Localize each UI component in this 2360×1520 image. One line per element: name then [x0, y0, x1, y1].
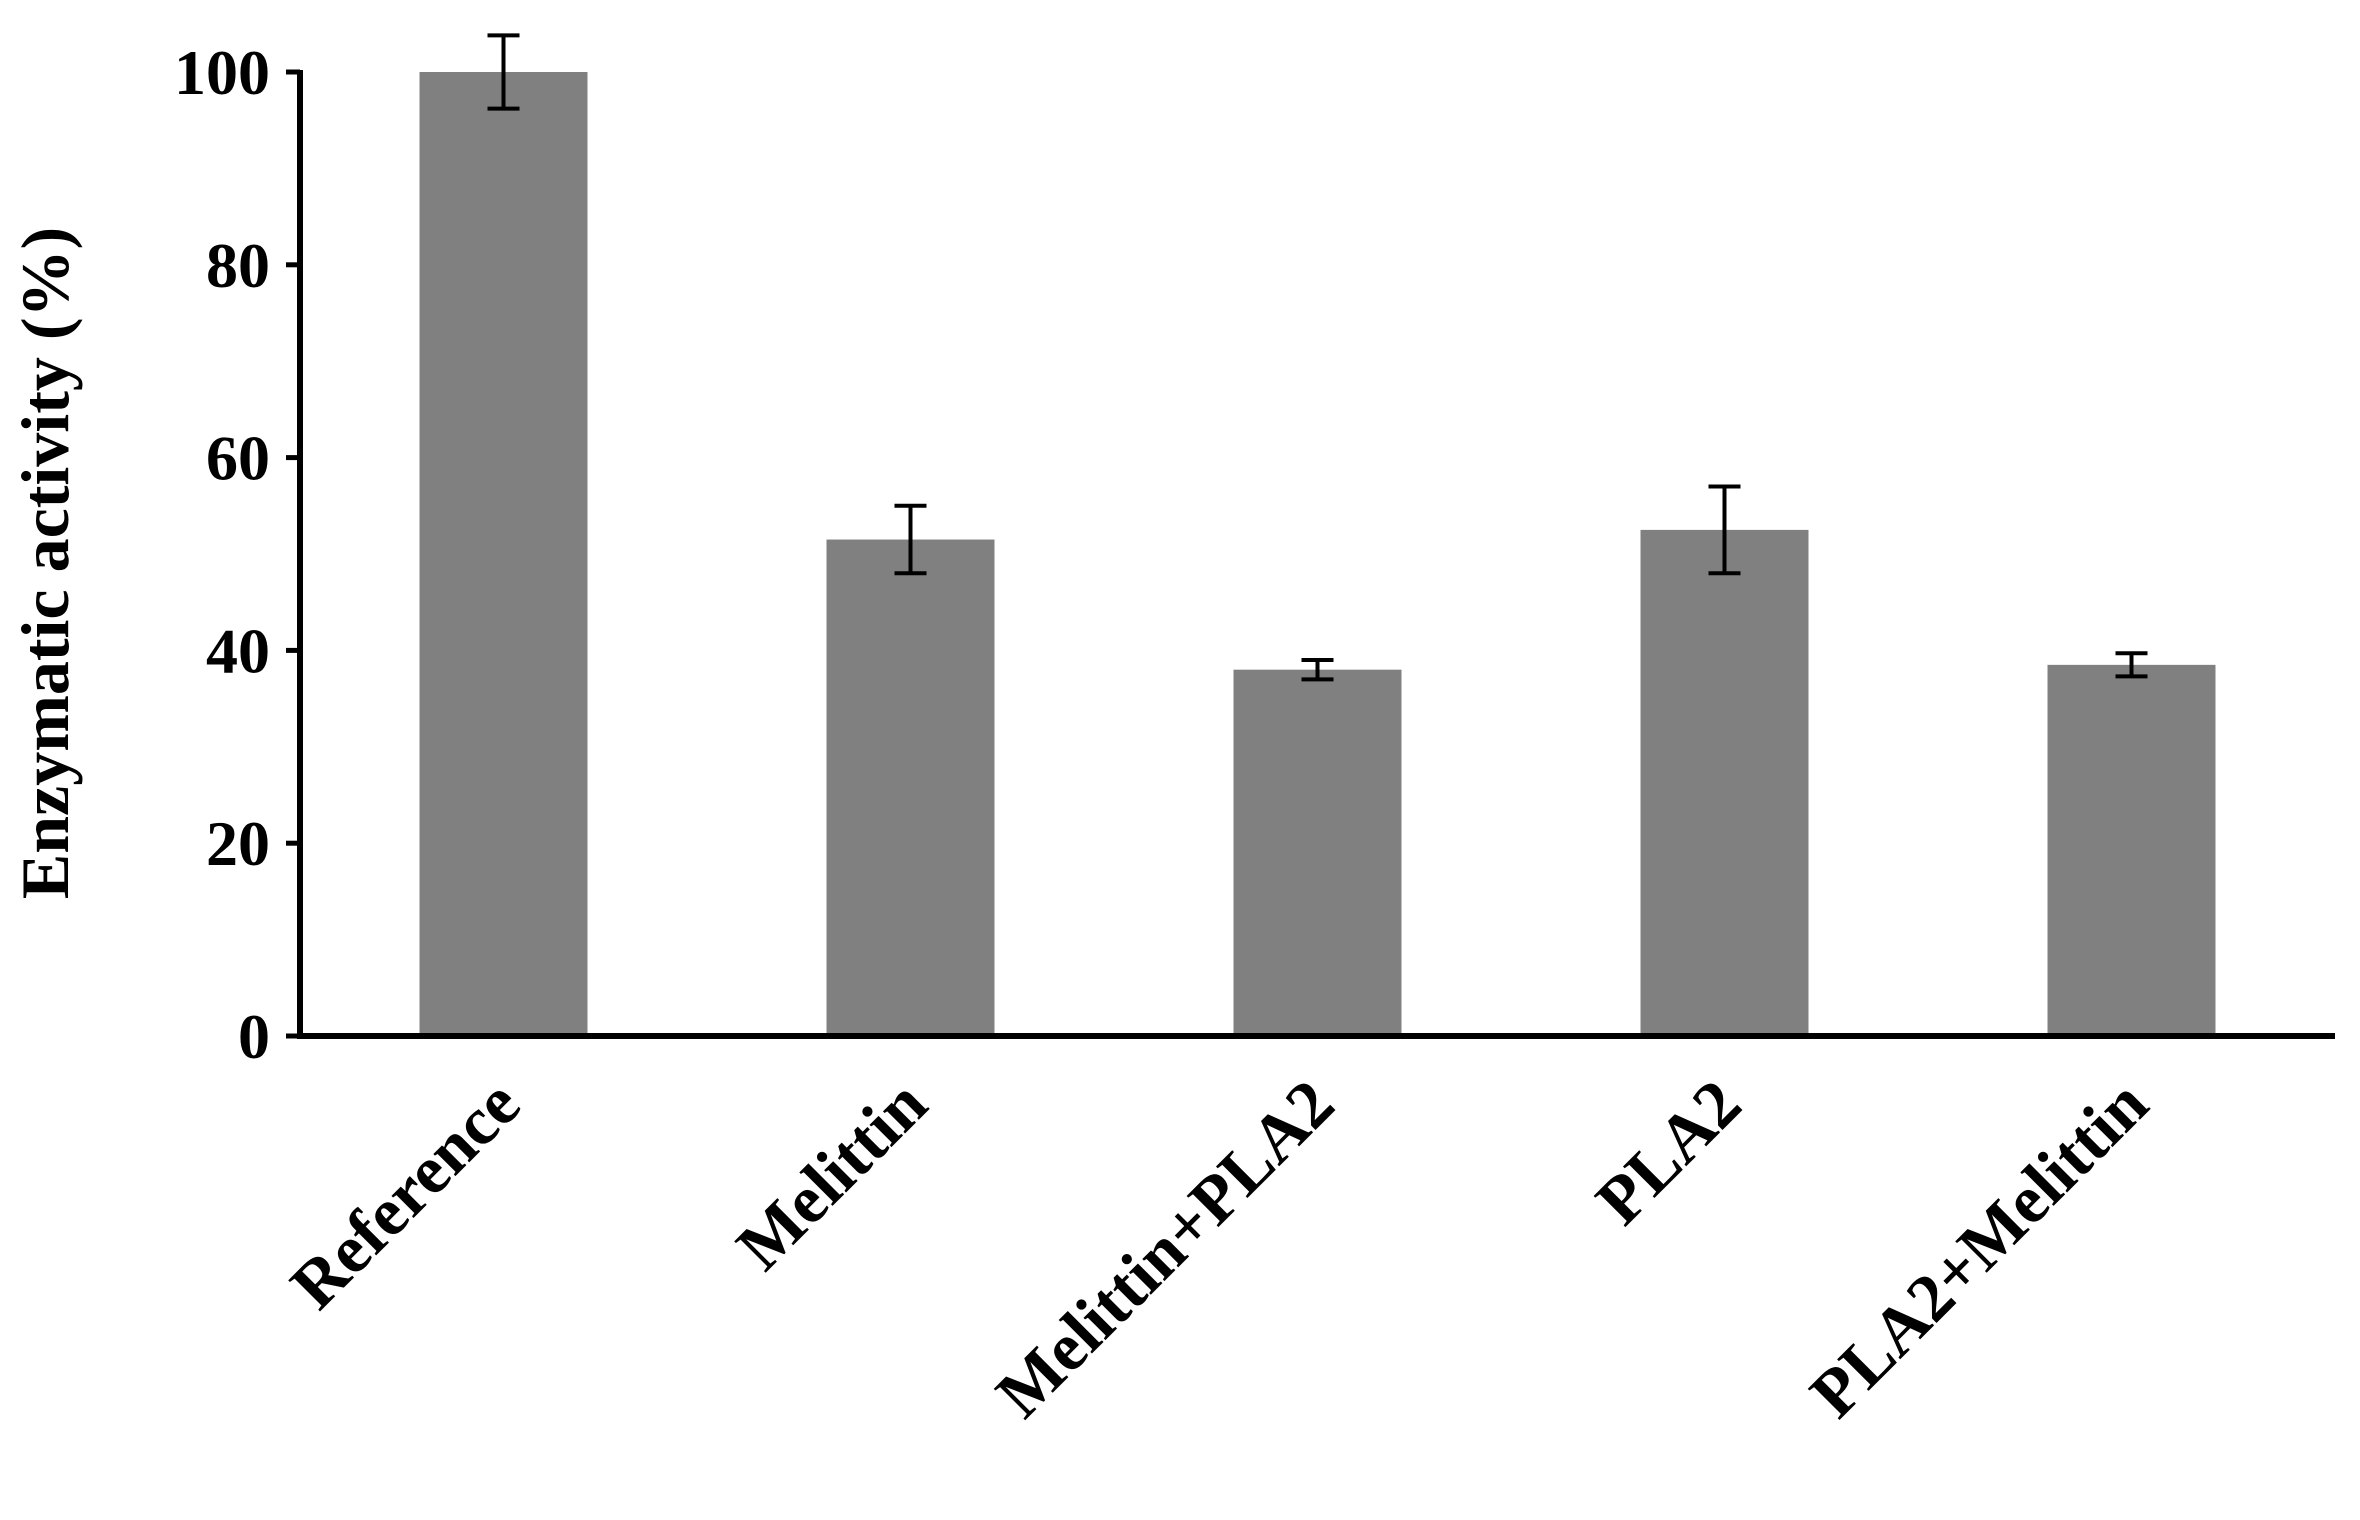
x-axis-labels: Reference Melittin Melittin+PLA2 PLA2 PLA2+M… [276, 1065, 2162, 1432]
error-bar [487, 33, 520, 111]
bar [419, 72, 588, 1036]
bar [1640, 529, 1809, 1036]
error-bar [1301, 658, 1334, 682]
bars-group [419, 72, 2216, 1036]
x-category-label: Melittin [722, 1065, 941, 1284]
error-bar [894, 503, 927, 576]
bar [2047, 664, 2216, 1036]
error-bar [2115, 651, 2148, 679]
y-axis-title: Enzymatic activity (%) [7, 227, 83, 899]
x-category-label: PLA2 [1581, 1065, 1755, 1239]
axes-group [297, 70, 2335, 1039]
x-category-label: PLA2+Melittin [1795, 1065, 2162, 1432]
x-category-label: Reference [276, 1065, 534, 1323]
error-bar [1708, 484, 1741, 576]
y-tick-label: 100 [174, 37, 270, 108]
y-axis-ticks: 0 20 40 60 80 100 [174, 37, 300, 1072]
x-category-label: Melittin+PLA2 [981, 1065, 1348, 1432]
error-bars-group [487, 33, 2148, 682]
bar [826, 539, 995, 1036]
y-tick-label: 80 [206, 230, 270, 301]
y-tick-label: 20 [206, 808, 270, 879]
y-tick-label: 60 [206, 423, 270, 494]
bar [1233, 669, 1402, 1036]
y-tick-label: 40 [206, 615, 270, 686]
y-tick-label: 0 [238, 1001, 270, 1072]
